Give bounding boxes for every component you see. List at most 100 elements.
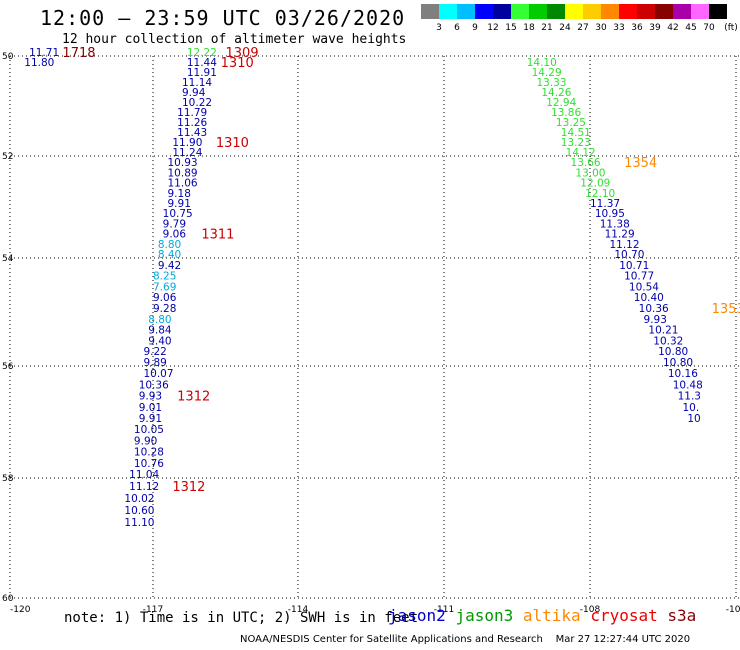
wave-height-value: 10.60 bbox=[124, 505, 154, 517]
wave-height-value: 10.80 bbox=[663, 357, 693, 369]
pass-time-label: 1312 bbox=[172, 480, 205, 495]
lat-axis-label: 54 bbox=[2, 254, 14, 264]
wave-height-value: 14.10 bbox=[527, 57, 557, 69]
wave-height-value: 14.26 bbox=[541, 87, 571, 99]
satellite-name: jason2 bbox=[388, 606, 456, 625]
lat-axis-label: 56 bbox=[2, 362, 14, 372]
wave-height-value: 9.42 bbox=[158, 260, 181, 272]
wave-height-value: 11.04 bbox=[129, 469, 159, 481]
satellite-name: jason3 bbox=[455, 606, 523, 625]
legend-tick: 45 bbox=[685, 23, 697, 33]
wave-height-value: 9.22 bbox=[143, 346, 166, 358]
legend-tick: 21 bbox=[541, 23, 553, 33]
lat-axis-label: 60 bbox=[2, 594, 14, 604]
wave-height-value: 9.40 bbox=[148, 335, 171, 347]
wave-height-value: 14.12 bbox=[566, 147, 596, 159]
legend-swatch bbox=[439, 4, 457, 19]
wave-height-value: 11.43 bbox=[177, 127, 207, 139]
wave-height-value: 11.24 bbox=[172, 147, 202, 159]
wave-height-value: 11.80 bbox=[24, 57, 54, 69]
wave-height-value: 12.09 bbox=[580, 178, 610, 190]
lon-axis-label: -108 bbox=[580, 605, 601, 615]
legend-swatch bbox=[421, 4, 439, 19]
wave-height-value: 9.93 bbox=[644, 314, 667, 326]
wave-height-value: 9.84 bbox=[148, 325, 172, 337]
legend-swatch bbox=[637, 4, 655, 19]
footnote: note: 1) Time is in UTC; 2) SWH is in fe… bbox=[64, 610, 419, 626]
pass-time-label: 1354 bbox=[624, 156, 657, 171]
legend-tick: 15 bbox=[505, 23, 517, 33]
legend-swatch bbox=[457, 4, 475, 19]
wave-height-value: 10 bbox=[687, 413, 700, 425]
pass-time-label: 1718 bbox=[62, 46, 95, 61]
wave-height-value: 9.93 bbox=[139, 391, 162, 403]
wave-height-value: 14.29 bbox=[532, 67, 562, 79]
legend-swatch bbox=[655, 4, 673, 19]
legend-swatch bbox=[565, 4, 583, 19]
wave-height-value: 14.51 bbox=[561, 127, 591, 139]
legend-swatch bbox=[493, 4, 511, 19]
wave-height-value: 13.23 bbox=[561, 137, 591, 149]
wave-height-value: 11.37 bbox=[590, 198, 620, 210]
legend-swatch bbox=[529, 4, 547, 19]
wave-height-value: 8.25 bbox=[153, 271, 176, 283]
wave-height-value: 10.36 bbox=[139, 379, 169, 391]
wave-height-value: 9.90 bbox=[134, 435, 157, 447]
wave-height-value: 10.89 bbox=[168, 167, 198, 179]
legend-swatch bbox=[583, 4, 601, 19]
wave-height-value: 10.36 bbox=[639, 303, 669, 315]
wave-height-value: 10.76 bbox=[134, 458, 164, 470]
wave-height-value: 11.26 bbox=[177, 117, 207, 129]
lon-axis-label: -111 bbox=[434, 605, 454, 615]
lon-axis-label: -117 bbox=[143, 605, 163, 615]
legend-tick: 12 bbox=[487, 23, 499, 33]
map-title: 12:00 – 23:59 UTC 03/26/2020 bbox=[40, 6, 406, 30]
wave-height-value: 10.93 bbox=[168, 157, 198, 169]
wave-height-value: 10. bbox=[682, 402, 699, 414]
wave-height-value: 8.40 bbox=[158, 249, 181, 261]
pass-time-label: 1310 bbox=[216, 136, 249, 151]
satellite-legend: jason2 jason3 altika cryosat s3a bbox=[388, 606, 696, 625]
legend-swatch bbox=[673, 4, 691, 19]
wave-height-value: 11.90 bbox=[172, 137, 202, 149]
wave-height-value: 10.05 bbox=[134, 424, 164, 436]
legend-tick: 36 bbox=[631, 23, 643, 33]
legend-tick: 9 bbox=[472, 23, 478, 33]
wave-height-value: 9.06 bbox=[153, 292, 177, 304]
wave-height-value: 11.3 bbox=[678, 391, 701, 403]
wave-height-value: 10.28 bbox=[134, 447, 164, 459]
satellite-name: altika bbox=[522, 606, 591, 625]
wave-height-value: 13.66 bbox=[571, 157, 601, 169]
wave-height-value: 9.06 bbox=[163, 229, 187, 241]
lat-axis-label: 50 bbox=[2, 52, 14, 62]
wave-height-value: 10.75 bbox=[163, 208, 193, 220]
lon-axis-label: -120 bbox=[10, 605, 31, 615]
wave-height-value: 11.71 bbox=[29, 47, 59, 59]
wave-height-value: 13.00 bbox=[575, 167, 605, 179]
wave-height-value: 9.28 bbox=[153, 303, 176, 315]
wave-height-value: 9.79 bbox=[163, 218, 186, 230]
wave-height-value: 11.10 bbox=[124, 517, 154, 529]
pass-time-label: 1353 bbox=[712, 302, 740, 317]
pass-time-label: 1309 bbox=[226, 46, 259, 61]
legend-tick: 18 bbox=[523, 23, 535, 33]
wave-height-value: 10.48 bbox=[673, 379, 703, 391]
wave-height-value: 9.89 bbox=[143, 357, 166, 369]
legend-tick: 39 bbox=[649, 23, 661, 33]
wave-height-value: 11.06 bbox=[168, 178, 198, 190]
wave-height-value: 11.14 bbox=[182, 77, 212, 89]
pass-time-label: 1311 bbox=[201, 228, 234, 243]
wave-height-value: 10.02 bbox=[124, 493, 154, 505]
legend-tick: 30 bbox=[595, 23, 607, 33]
legend-swatch bbox=[619, 4, 637, 19]
wave-height-value: 10.40 bbox=[634, 292, 664, 304]
wave-height-value: 10.16 bbox=[668, 368, 698, 380]
pass-time-label: 1312 bbox=[177, 390, 210, 405]
legend-swatch bbox=[709, 4, 727, 19]
legend-tick: 27 bbox=[577, 23, 589, 33]
wave-height-value: 13.33 bbox=[536, 77, 566, 89]
wave-height-value: 7.69 bbox=[153, 281, 176, 293]
legend-tick: 6 bbox=[454, 23, 460, 33]
credit-line: NOAA/NESDIS Center for Satellite Applica… bbox=[240, 634, 691, 645]
legend-tick: 24 bbox=[559, 23, 571, 33]
